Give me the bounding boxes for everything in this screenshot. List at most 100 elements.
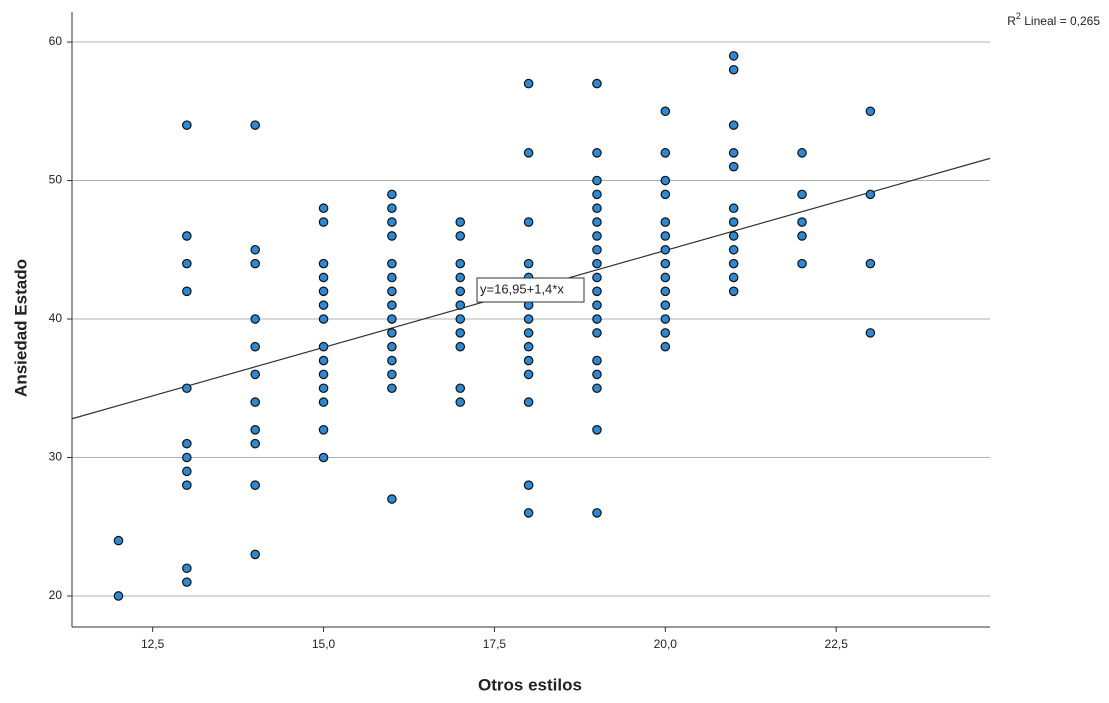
point <box>318 272 329 283</box>
point <box>182 438 192 449</box>
y-tick-label: 40 <box>49 311 63 325</box>
point <box>455 286 466 297</box>
point <box>318 217 329 227</box>
point <box>660 244 671 255</box>
point <box>455 341 466 352</box>
x-tick-label: 22,5 <box>825 637 849 651</box>
point <box>387 341 397 352</box>
point <box>592 258 602 269</box>
y-tick-label: 30 <box>49 450 63 464</box>
point <box>592 300 602 310</box>
point <box>523 148 534 158</box>
point <box>250 244 260 255</box>
point <box>592 508 602 518</box>
point <box>523 369 534 380</box>
point <box>318 341 329 352</box>
point <box>728 161 739 172</box>
point <box>592 383 602 394</box>
point <box>387 258 397 269</box>
point <box>455 300 466 310</box>
x-tick-label: 15,0 <box>312 637 336 651</box>
point <box>660 314 671 324</box>
point <box>523 355 534 366</box>
point <box>728 217 739 227</box>
point <box>523 397 534 407</box>
point <box>455 258 466 269</box>
point <box>250 438 260 449</box>
point <box>182 577 192 587</box>
point <box>113 591 124 601</box>
point <box>182 286 192 297</box>
point <box>797 231 807 241</box>
point <box>250 480 260 490</box>
point <box>728 51 739 61</box>
point <box>592 369 602 380</box>
point <box>660 106 671 117</box>
r2-label: R2 Lineal = 0,265 <box>1007 11 1100 28</box>
point <box>523 78 534 89</box>
point <box>387 300 397 310</box>
point <box>660 286 671 297</box>
point <box>728 148 739 158</box>
point <box>182 231 192 241</box>
point <box>660 300 671 310</box>
point <box>660 148 671 158</box>
point <box>387 369 397 380</box>
x-tick-label: 20,0 <box>654 637 678 651</box>
point <box>523 217 534 227</box>
point <box>182 466 192 477</box>
point <box>592 286 602 297</box>
x-tick-label: 12,5 <box>141 637 165 651</box>
point <box>387 355 397 366</box>
point <box>865 258 876 269</box>
y-tick-label: 60 <box>49 34 63 48</box>
point <box>455 328 466 338</box>
point <box>455 397 466 407</box>
point <box>387 314 397 324</box>
point <box>455 272 466 283</box>
point <box>318 425 329 435</box>
r2-r: R <box>1007 14 1016 28</box>
point <box>660 217 671 227</box>
fit-label-box <box>476 277 585 303</box>
point <box>523 508 534 518</box>
point <box>182 383 192 394</box>
point <box>592 425 602 435</box>
point <box>250 120 260 130</box>
point <box>523 328 534 338</box>
point <box>592 314 602 324</box>
point <box>387 286 397 297</box>
point <box>250 369 260 380</box>
point <box>728 231 739 241</box>
point <box>387 494 397 504</box>
point <box>318 452 329 463</box>
point <box>592 328 602 338</box>
point <box>592 189 602 200</box>
r2-text: Lineal = 0,265 <box>1021 14 1100 28</box>
point <box>728 203 739 214</box>
point <box>318 258 329 269</box>
y-axis-label: Ansiedad Estado <box>11 259 30 397</box>
point <box>592 231 602 241</box>
point <box>250 549 260 560</box>
point <box>318 300 329 310</box>
point <box>592 78 602 89</box>
point <box>728 258 739 269</box>
point <box>592 355 602 366</box>
point <box>728 64 739 75</box>
point <box>728 272 739 283</box>
point <box>318 383 329 394</box>
point <box>182 120 192 130</box>
point <box>387 231 397 241</box>
point <box>455 217 466 227</box>
point <box>523 314 534 324</box>
point <box>660 175 671 186</box>
point <box>865 328 876 338</box>
point <box>660 189 671 200</box>
point <box>592 148 602 158</box>
point <box>455 383 466 394</box>
y-tick-label: 20 <box>49 588 63 602</box>
point <box>387 383 397 394</box>
